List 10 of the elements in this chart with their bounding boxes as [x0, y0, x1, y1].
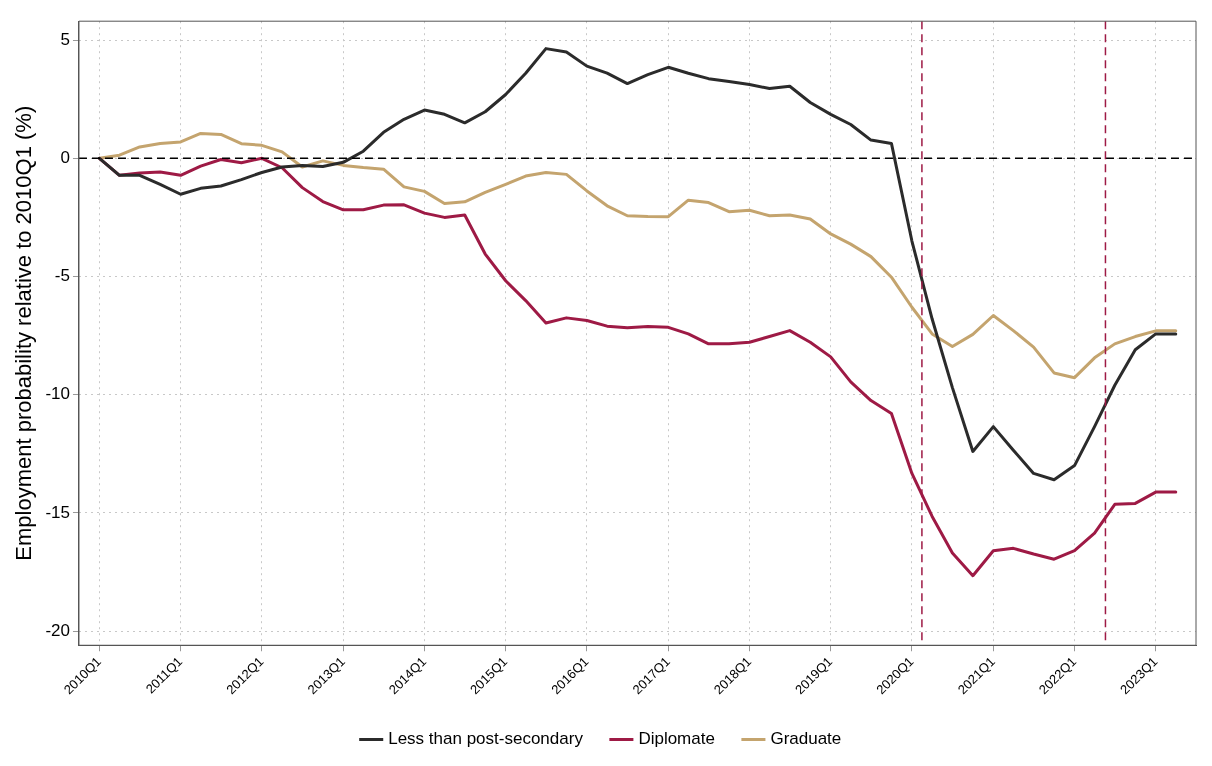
- y-tick-label: -5: [54, 266, 70, 286]
- y-tick-label: -10: [45, 384, 70, 404]
- legend-label: Diplomate: [638, 729, 715, 749]
- y-axis-title: Employment probability relative to 2010Q1 (%): [11, 105, 37, 561]
- y-tick-label: 5: [60, 29, 70, 49]
- legend-label: Graduate: [770, 729, 842, 749]
- y-tick-label: -20: [45, 620, 70, 640]
- y-tick-label: -15: [45, 502, 70, 522]
- y-tick-label: 0: [60, 147, 70, 167]
- legend-label: Less than post-secondary: [388, 729, 584, 749]
